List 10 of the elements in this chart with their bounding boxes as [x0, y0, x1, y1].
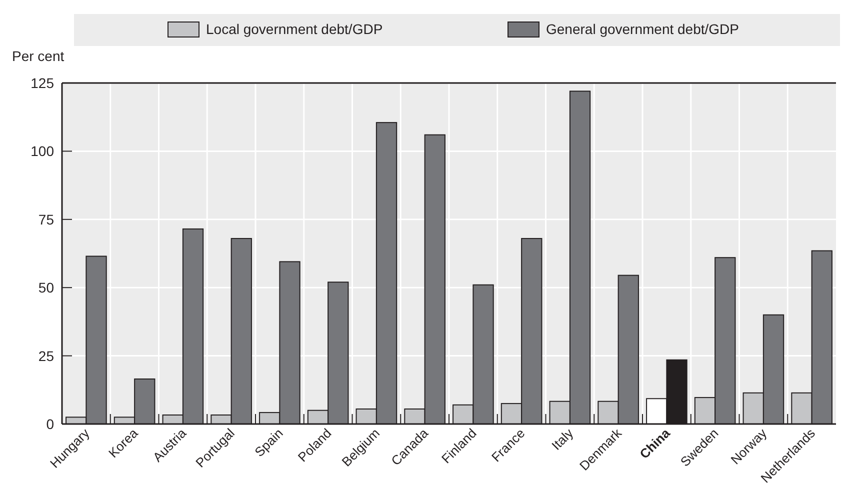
- legend-label: Local government debt/GDP: [206, 21, 383, 37]
- y-axis-title: Per cent: [12, 48, 64, 64]
- y-tick-label: 125: [30, 75, 54, 91]
- y-tick-label: 50: [38, 280, 54, 296]
- y-tick-label: 0: [46, 416, 54, 432]
- y-tick-label: 75: [38, 211, 54, 228]
- legend-label: General government debt/GDP: [546, 21, 739, 37]
- y-tick-label: 25: [38, 348, 54, 364]
- y-tick-label: 100: [30, 143, 54, 160]
- x-tick-label: Italy: [548, 425, 576, 453]
